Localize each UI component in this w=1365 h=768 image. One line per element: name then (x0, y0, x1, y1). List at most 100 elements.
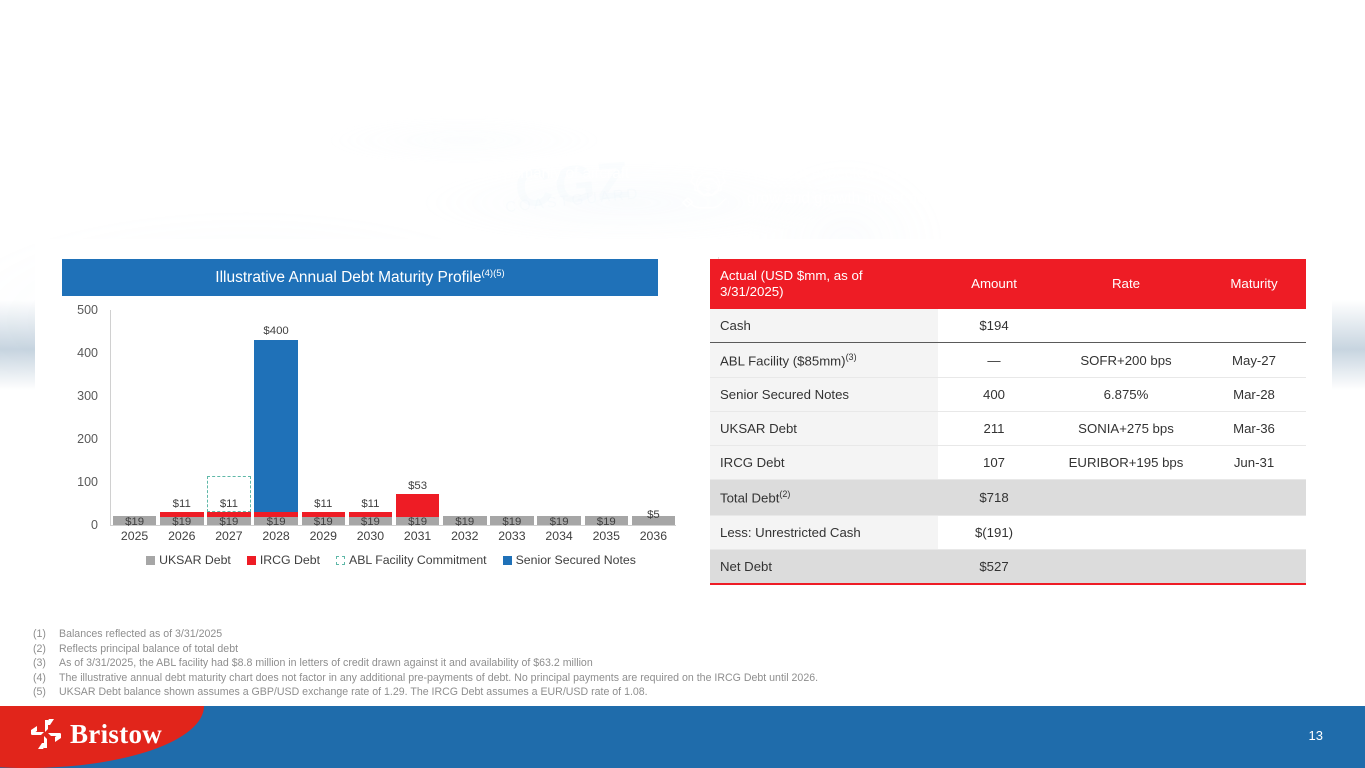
footnote-number: (1) (33, 628, 46, 640)
footnote-text: UKSAR Debt balance shown assumes a GBP/U… (59, 686, 648, 699)
x-axis-label: 2029 (309, 529, 337, 543)
footnote-text: Reflects principal balance of total debt (59, 642, 239, 655)
bar-group: $19 (490, 310, 534, 528)
bar-group: $19 (584, 310, 628, 528)
bar-group: $19 $11 (301, 310, 345, 528)
y-axis-line (110, 310, 111, 525)
footnote-number: (3) (33, 657, 46, 670)
bar-segment-ircg (301, 511, 345, 517)
bar-label-uksar: $19 (549, 515, 569, 528)
legend-label: Senior Secured Notes (515, 553, 636, 567)
table-body: Cash $194 ABL Facility ($85mm)(3) — SOFR+200… (710, 309, 1306, 585)
footnote-number: (5) (33, 686, 46, 699)
bar-label-uksar: $19 (408, 515, 428, 528)
table-cell-maturity (1202, 549, 1306, 585)
table-cell-rate (1050, 549, 1202, 585)
table-cell-rate: EURIBOR+195 bps (1050, 445, 1202, 481)
table-cell-maturity: Mar-28 (1202, 377, 1306, 413)
bar-segment-uksar (207, 516, 251, 525)
bristow-wordmark: Bristow (70, 718, 163, 749)
bar-label-uksar: $5 (647, 509, 660, 521)
page-title: Strong Balance Sheet and Liquidity Posit… (35, 18, 764, 59)
bar-label-ircg: $11 (219, 497, 238, 510)
chart-bars: $19$19$11$19$11$19$11$400$19$11$19$11$19… (111, 310, 677, 528)
bar-group: $19 (112, 310, 157, 528)
table-row: UKSAR Debt 211 SONIA+275 bps Mar-36 (710, 411, 1306, 447)
bar-segment-uksar (395, 516, 440, 525)
x-axis-label: 2026 (168, 529, 196, 543)
bar-label-senior-notes: $400 (263, 325, 289, 338)
bristow-logo: Bristow (30, 718, 162, 750)
table-cell-maturity (1202, 515, 1306, 550)
debt-maturity-chart: Illustrative Annual Debt Maturity Profil… (62, 259, 694, 584)
table-header-maturity: Maturity (1202, 259, 1306, 309)
table-cell-label: Less: Unrestricted Cash (710, 515, 938, 550)
table-cell-label: Cash (710, 309, 938, 343)
table-cell-label: Senior Secured Notes (710, 377, 938, 413)
table-cell-label: UKSAR Debt (710, 411, 938, 447)
bar-segment-ircg (395, 494, 440, 517)
bar-group: $19 (537, 310, 581, 528)
bar-segment-ircg (254, 511, 298, 517)
bar-segment-uksar (584, 516, 628, 525)
table-cell-rate (1050, 515, 1202, 550)
bullet-debt-maturities: $ No material near-term debt maturities.… (680, 88, 1340, 140)
bar-label-uksar: $19 (455, 515, 475, 528)
x-axis-label: 2028 (262, 529, 290, 543)
bar-group: $19 $11 (160, 310, 204, 528)
x-axis-label: 2031 (403, 529, 432, 543)
bullet-liquidity-text: $191.1 million of unrestricted cash and … (97, 96, 589, 115)
legend-item[interactable]: IRCG Debt (246, 553, 320, 567)
bullet-liquidity: $ $191.1 million of unrestricted cash an… (30, 88, 630, 140)
svg-text:$: $ (37, 110, 42, 119)
y-axis-tick: 100 (77, 475, 98, 489)
table-cell-label: IRCG Debt (710, 445, 938, 481)
x-axis-label: 2033 (498, 529, 526, 543)
footnotes: (1) Balances reflected as of 3/31/2025 (2)… (33, 627, 1133, 700)
table-cell-amount: $527 (938, 549, 1050, 585)
table-header-actual: Actual (USD $mm, as of 3/31/2025) (710, 259, 938, 309)
bullet-net-debt-text: Net Debt expected to reduce as cash bala… (747, 165, 1312, 208)
x-axis-label: 2035 (592, 529, 620, 543)
table-cell-amount: $718 (938, 479, 1050, 516)
legend-item[interactable]: UKSAR Debt (146, 553, 231, 567)
footnote-text: Balances reflected as of 3/31/2025 (59, 628, 223, 640)
table-cell-rate: 6.875% (1050, 377, 1202, 413)
table-cell-maturity: May-27 (1202, 342, 1306, 379)
table-cell-maturity (1202, 479, 1306, 516)
table-cell-label: ABL Facility ($85mm)(3) (710, 342, 938, 379)
svg-text:$: $ (55, 190, 62, 202)
footer-bar: Bristow 13 (0, 706, 1365, 768)
page-number: 13 (1308, 728, 1323, 743)
y-axis-tick: 200 (77, 432, 98, 446)
chart-legend: UKSAR Debt IRCG Debt ABL Facility Commitme… (111, 553, 711, 567)
bar-label-uksar: $19 (219, 515, 239, 528)
bar-segment-uksar (301, 516, 345, 525)
table-cell-rate: SOFR+200 bps (1050, 342, 1202, 379)
table-header-rate: Rate (1050, 259, 1202, 309)
table-row: IRCG Debt 107 EURIBOR+195 bps Jun-31 (710, 445, 1306, 481)
x-axis-labels: 2025 2026 2027 2028 2029 2030 2031 2032 2033 2034… (111, 529, 677, 549)
y-axis: 0 100 200 300 400 500 (62, 303, 104, 532)
bar-label-uksar: $19 (313, 515, 333, 528)
money-bag-arrows-icon: $ (30, 160, 86, 212)
table-cell-rate: SONIA+275 bps (1050, 411, 1202, 447)
balance-scale-icon: $ (30, 88, 86, 140)
table-cell-amount: 400 (938, 377, 1050, 413)
bar-segment-senior-notes (254, 340, 298, 513)
footnote: (3) As of 3/31/2025, the ABL facility had… (33, 656, 1133, 671)
table-row: ABL Facility ($85mm)(3) — SOFR+200 bps May-… (710, 342, 1306, 379)
legend-label: ABL Facility Commitment (349, 553, 487, 567)
bar-label-uksar: $19 (125, 515, 145, 528)
bar-segment-uksar (112, 516, 157, 525)
bar-segment-uksar (348, 516, 393, 525)
bar-group: $19$11$400 (254, 310, 298, 528)
legend-item[interactable]: ABL Facility Commitment (336, 553, 487, 567)
bar-segment-uksar (254, 516, 298, 525)
table-row: Total Debt(2) $718 (710, 479, 1306, 516)
bar-label-uksar: $19 (266, 515, 286, 528)
gear-money-hand-icon: $ (680, 160, 736, 212)
bar-group: $19 (443, 310, 487, 528)
legend-item[interactable]: Senior Secured Notes (502, 553, 636, 567)
bristow-pinwheel-icon (30, 718, 62, 750)
